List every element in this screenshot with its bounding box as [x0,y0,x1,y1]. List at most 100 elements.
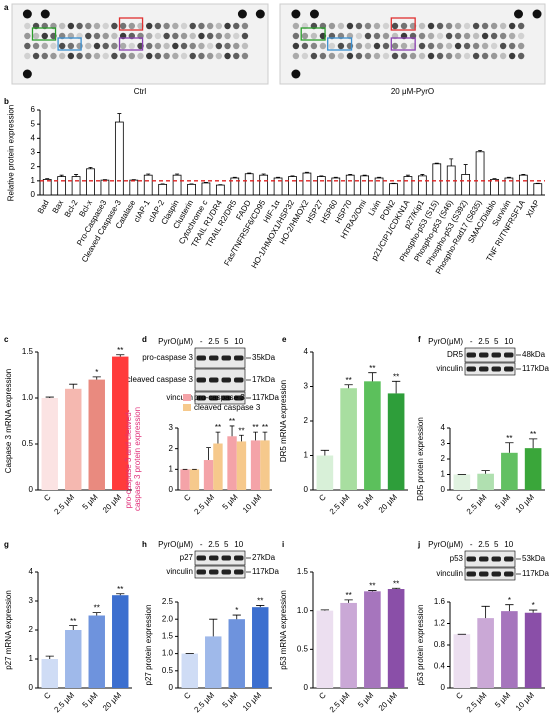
x-tick-label: 10 μM [514,492,536,514]
bar [302,172,312,196]
bar [71,176,81,196]
y-tick-label: 5 [31,119,36,128]
highlight-box [327,37,353,51]
y-tick-label: 0.5 [162,666,174,675]
blot-band [234,377,244,383]
array-spot [32,52,40,60]
bar [288,176,297,196]
array-spot [490,52,498,60]
y-tick-label: 1 [441,470,446,479]
blot-band [234,569,244,575]
array-spot [67,52,75,60]
error-bar [261,173,266,176]
y-tick-label: 1.5 [22,347,34,356]
array-spot [111,22,118,30]
significance: * [532,601,535,610]
array-spot [445,22,453,30]
array-spot [67,42,75,50]
array-spot [24,22,31,30]
blot-band [504,352,514,358]
x-tick-label: 5 μM [493,492,512,511]
error-bar [391,380,401,394]
error-bar [521,174,526,176]
error-bar [175,173,180,176]
bar [88,379,105,490]
x-tick-label: 5 μM [221,492,240,511]
array-spot [355,42,363,50]
blot-band [196,355,206,361]
array-spot [189,22,196,30]
array-spot [93,52,101,60]
significance: ** [252,423,258,432]
array-spot [22,69,32,79]
array-spot [146,52,153,60]
error-bar [276,176,281,178]
blot-band [221,395,231,401]
lane-label: 5 [224,540,229,549]
array-spot [436,32,444,40]
blot-strip [194,565,246,579]
array-spot [198,42,205,50]
array-spot [215,22,223,30]
array-spot [189,32,196,40]
y-tick-label: 2 [441,454,446,463]
array-spot [146,42,153,50]
bar [244,173,254,196]
error-bar [449,158,454,166]
bar [316,455,334,490]
array-spot [391,42,399,50]
y-tick-label: 1.5 [297,567,309,576]
bar [112,595,129,688]
array-spot [172,22,179,30]
array-spot [364,42,372,50]
array-spot [301,42,309,50]
bar [203,460,214,490]
error-bar [290,175,295,177]
blot-band [209,395,219,401]
array-spot [128,52,136,60]
bar [524,612,542,688]
x-tick-label: 5 μM [81,492,100,511]
array-spot [391,22,399,30]
array-spot [445,42,453,50]
error-bar [45,178,50,180]
x-tick-label: 20 μM [377,492,399,514]
array-spot [154,52,162,60]
bar [213,443,223,490]
error-bar [206,447,211,461]
bar [340,388,357,490]
y-tick-label: 0 [31,190,36,199]
y-tick-label: 2 [29,625,34,634]
row-label: DR5 [447,350,464,359]
lane-label: 5 [494,540,499,549]
array-spot [163,52,170,60]
error-bar [304,171,309,174]
error-bar [319,175,324,177]
array-spot [172,42,179,50]
y-tick-label: 1.5 [162,632,174,641]
array-spot [472,22,480,30]
array-spot [198,32,205,40]
x-tick-label: 2.5 μM [465,690,489,714]
highlight-box [390,17,416,31]
highlight-box [118,17,144,31]
array-spot [50,42,57,50]
bar [236,441,247,490]
array-spot [337,42,345,50]
bar [453,474,471,490]
error-bar [256,605,265,608]
array-spot [427,32,435,40]
blot-band [196,395,206,401]
y-tick-label: 1 [304,451,309,460]
array-spot [93,42,101,50]
error-bar [203,181,208,183]
legend-label: pro-caspase 3 [194,393,245,402]
array-spot [58,22,66,30]
y-tick-label: 1.6 [434,597,446,606]
array-spot [291,9,301,19]
y-tick-label: 1 [31,176,36,185]
blot-band [491,556,501,562]
array-spot [337,52,345,60]
blot-strip [464,567,516,581]
error-bar [69,625,78,630]
